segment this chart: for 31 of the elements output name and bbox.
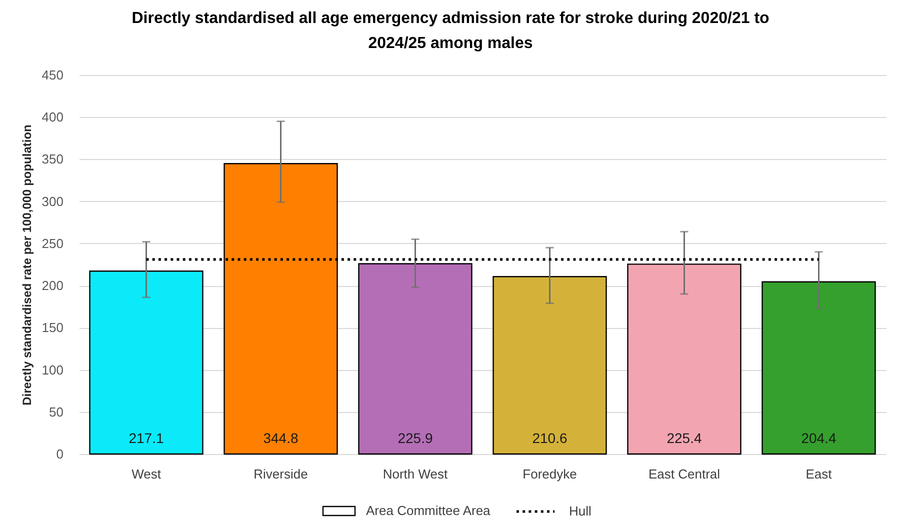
x-tick-label: West	[132, 466, 162, 482]
y-tick-label: 250	[42, 236, 64, 251]
bar	[627, 264, 742, 455]
data-label: 217.1	[128, 430, 164, 446]
y-tick-label: 200	[42, 278, 64, 294]
x-tick-label: East Central	[648, 466, 720, 482]
y-tick-label: 450	[42, 68, 64, 82]
data-label: 225.9	[398, 430, 433, 446]
data-label: 344.8	[263, 430, 298, 446]
chart-title: Directly standardised all age emergency admission rate for stroke during 2020/21 to 2024/25 among males	[132, 10, 770, 52]
x-tick-label: North West	[382, 466, 448, 482]
bar	[358, 263, 472, 455]
data-label: 225.4	[666, 430, 702, 446]
x-tick-label: East	[806, 466, 832, 482]
legend-label: Hull	[568, 504, 592, 518]
x-tick-label: Foredyke	[522, 466, 577, 482]
y-axis-title: Directly standardised rate per 100,000 population	[20, 124, 34, 406]
data-label: 210.6	[532, 430, 568, 446]
y-tick-label: 150	[42, 320, 64, 336]
data-label: 204.4	[801, 430, 836, 446]
bar	[492, 276, 607, 455]
bar	[762, 281, 876, 455]
y-tick-label: 300	[42, 194, 64, 209]
y-tick-label: 100	[42, 362, 64, 378]
y-tick-label: 400	[42, 110, 64, 125]
y-tick-label: 50	[49, 404, 64, 420]
bar	[89, 270, 204, 455]
y-tick-label: 350	[42, 152, 64, 167]
x-tick-label: Riverside	[254, 466, 308, 482]
legend-label: Area Committee Area	[366, 503, 492, 518]
y-tick-label: 0	[56, 446, 64, 462]
